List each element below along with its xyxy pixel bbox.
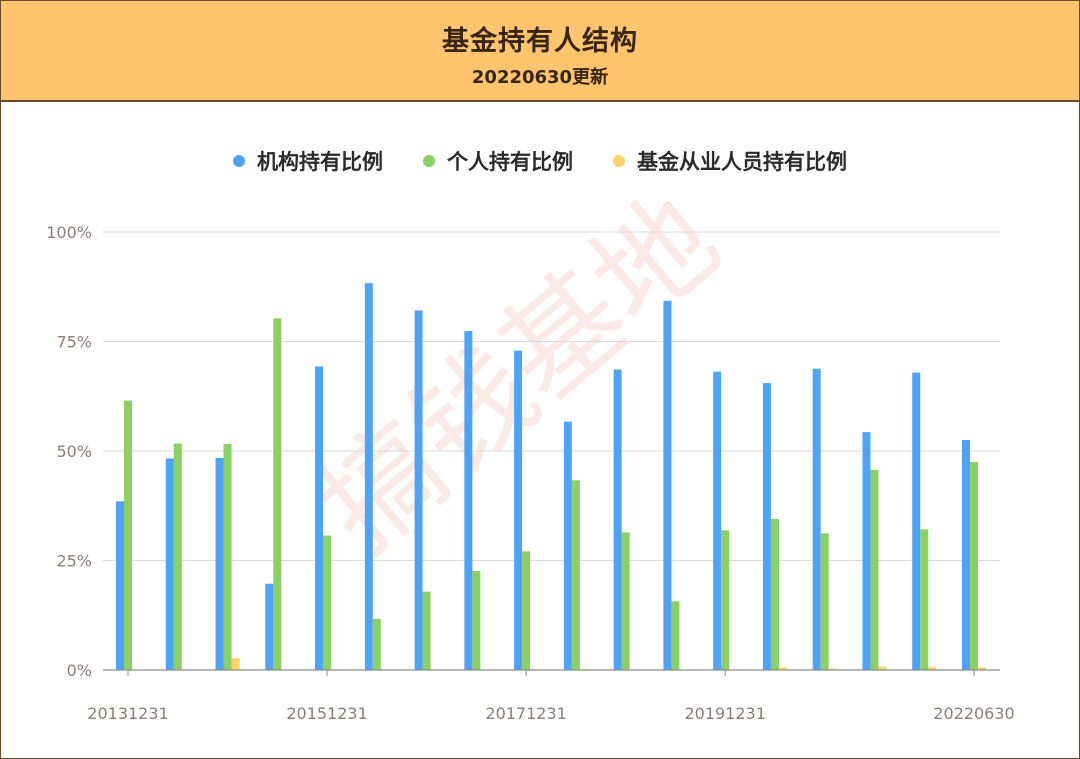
bar-institution[interactable]: [414, 310, 423, 670]
chart-title: 基金持有人结构: [442, 26, 638, 57]
legend-item-individual[interactable]: 个人持有比例: [423, 146, 573, 176]
bar-individual[interactable]: [223, 443, 232, 670]
bar-individual[interactable]: [273, 318, 282, 670]
chart-subtitle: 20220630更新: [471, 67, 609, 88]
bar-individual[interactable]: [671, 601, 680, 670]
bar-individual[interactable]: [721, 530, 730, 670]
bar-individual[interactable]: [571, 480, 580, 670]
bar-institution[interactable]: [962, 440, 970, 670]
bar-individual[interactable]: [970, 461, 978, 670]
x-tick-label: 20220630: [933, 704, 1014, 723]
bar-institution[interactable]: [713, 371, 722, 670]
bar-employee[interactable]: [978, 667, 986, 670]
y-tick-label: 75%: [56, 333, 92, 352]
bar-individual[interactable]: [621, 532, 630, 670]
bar-institution[interactable]: [215, 458, 224, 670]
bar-employee[interactable]: [231, 658, 240, 670]
y-tick-label: 0%: [67, 661, 92, 680]
bar-individual[interactable]: [472, 571, 481, 670]
bar-employee[interactable]: [778, 667, 787, 670]
bar-institution[interactable]: [663, 300, 672, 670]
bar-institution[interactable]: [116, 501, 124, 670]
bar-individual[interactable]: [372, 618, 381, 670]
bar-individual[interactable]: [173, 443, 182, 670]
bar-institution[interactable]: [912, 372, 921, 670]
legend-dot-employee: [613, 155, 625, 167]
legend-label-individual: 个人持有比例: [447, 150, 573, 174]
bar-institution[interactable]: [812, 368, 821, 670]
chart-legend: 机构持有比例 个人持有比例 基金从业人员持有比例: [0, 146, 1080, 176]
bar-institution[interactable]: [165, 458, 174, 670]
bar-individual[interactable]: [920, 529, 929, 670]
bar-institution[interactable]: [265, 583, 274, 670]
bar-institution[interactable]: [862, 432, 871, 670]
bar-individual[interactable]: [422, 591, 431, 670]
x-tick-label: 20171231: [485, 704, 566, 723]
legend-item-institution[interactable]: 机构持有比例: [233, 146, 383, 176]
bar-individual[interactable]: [522, 551, 531, 670]
y-tick-label: 25%: [56, 552, 92, 571]
legend-label-employee: 基金从业人员持有比例: [637, 150, 847, 174]
legend-item-employee[interactable]: 基金从业人员持有比例: [613, 146, 847, 176]
bar-individual[interactable]: [870, 469, 879, 670]
x-tick-label: 20151231: [286, 704, 367, 723]
bar-employee[interactable]: [878, 666, 887, 670]
bar-institution[interactable]: [563, 421, 572, 670]
bar-institution[interactable]: [762, 383, 771, 670]
legend-dot-institution: [233, 155, 245, 167]
bar-institution[interactable]: [364, 283, 373, 670]
chart-header: 基金持有人结构 20220630更新: [1, 1, 1079, 102]
bar-institution[interactable]: [315, 366, 324, 670]
legend-dot-individual: [423, 155, 435, 167]
bar-institution[interactable]: [464, 330, 473, 670]
bar-employee[interactable]: [828, 668, 837, 670]
bar-employee[interactable]: [928, 666, 937, 670]
bar-institution[interactable]: [613, 369, 622, 670]
legend-label-institution: 机构持有比例: [257, 150, 383, 174]
bar-individual[interactable]: [820, 533, 829, 670]
bar-individual[interactable]: [323, 535, 332, 670]
bar-individual[interactable]: [124, 400, 132, 670]
y-tick-label: 50%: [56, 442, 92, 461]
bar-institution[interactable]: [514, 350, 523, 670]
bar-individual[interactable]: [770, 518, 779, 670]
y-tick-label: 100%: [46, 223, 92, 242]
x-tick-label: 20191231: [684, 704, 765, 723]
x-tick-label: 20131231: [87, 704, 168, 723]
